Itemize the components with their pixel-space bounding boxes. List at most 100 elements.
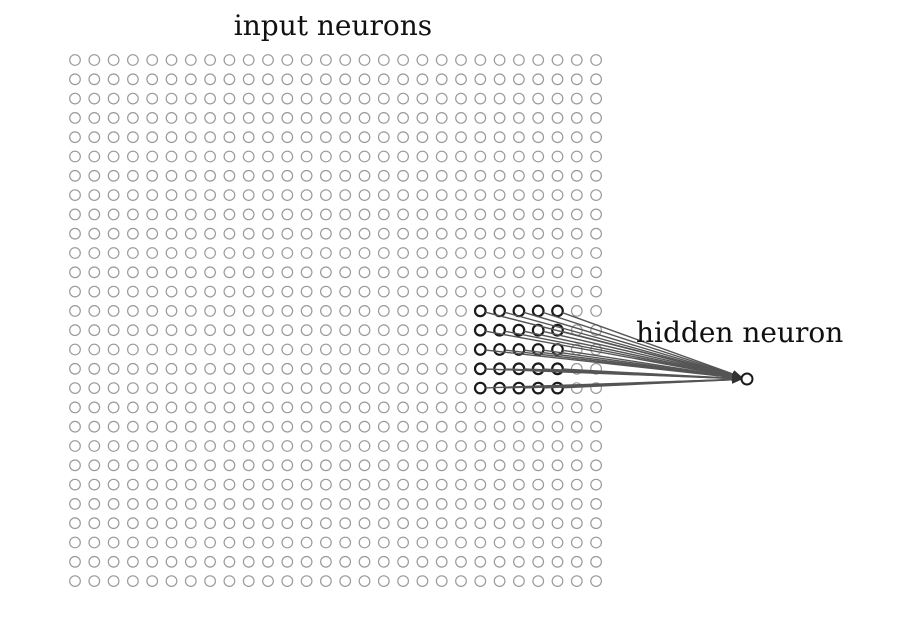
input-neuron bbox=[532, 92, 545, 105]
input-neuron bbox=[69, 73, 81, 86]
input-neuron bbox=[223, 420, 236, 433]
input-neuron bbox=[281, 420, 294, 433]
input-neuron bbox=[532, 459, 545, 472]
input-neuron bbox=[320, 305, 332, 317]
input-neuron bbox=[513, 420, 525, 433]
input-neuron bbox=[416, 517, 429, 530]
input-neuron bbox=[532, 169, 545, 182]
input-neuron bbox=[513, 54, 525, 66]
input-neuron bbox=[146, 169, 159, 182]
input-neuron bbox=[165, 575, 178, 587]
input-neuron bbox=[339, 54, 352, 66]
input-neuron bbox=[165, 208, 178, 221]
input-neuron bbox=[455, 498, 467, 510]
input-neuron bbox=[358, 169, 371, 182]
input-neuron bbox=[204, 150, 217, 163]
input-neuron bbox=[397, 227, 410, 240]
input-neuron bbox=[474, 111, 487, 124]
input-neuron bbox=[107, 459, 120, 472]
input-neuron bbox=[146, 54, 159, 66]
input-neuron bbox=[204, 555, 217, 568]
input-neuron bbox=[513, 285, 525, 298]
input-neuron bbox=[242, 92, 255, 105]
input-neuron bbox=[300, 189, 313, 202]
input-neuron bbox=[223, 92, 236, 105]
input-neuron bbox=[320, 54, 332, 66]
input-neuron bbox=[416, 189, 429, 202]
input-neuron bbox=[204, 92, 217, 105]
input-neuron bbox=[551, 54, 564, 66]
input-neuron bbox=[184, 575, 197, 587]
input-neuron bbox=[435, 54, 448, 66]
input-neuron bbox=[474, 440, 487, 452]
connection-arrow bbox=[485, 330, 743, 381]
input-neuron bbox=[204, 266, 217, 279]
input-neuron bbox=[532, 266, 545, 279]
input-neuron bbox=[300, 150, 313, 163]
input-neuron bbox=[281, 459, 294, 472]
input-neuron bbox=[88, 131, 101, 144]
input-neuron bbox=[223, 285, 236, 298]
input-neuron bbox=[474, 517, 487, 530]
input-neuron bbox=[358, 362, 371, 375]
input-neuron bbox=[532, 498, 545, 510]
connection-arrow bbox=[504, 330, 743, 380]
input-neuron bbox=[377, 324, 390, 337]
input-neuron bbox=[126, 169, 139, 182]
input-neuron bbox=[377, 169, 390, 182]
input-neuron bbox=[242, 401, 255, 414]
input-neuron bbox=[281, 131, 294, 144]
input-neuron bbox=[570, 420, 583, 433]
input-neuron bbox=[300, 440, 313, 452]
input-neuron bbox=[107, 111, 120, 124]
input-neuron bbox=[320, 150, 332, 163]
input-neuron bbox=[204, 227, 217, 240]
input-neuron bbox=[551, 131, 564, 144]
input-neuron bbox=[223, 555, 236, 568]
input-neuron bbox=[223, 150, 236, 163]
input-neuron bbox=[455, 478, 467, 491]
input-neuron bbox=[146, 73, 159, 86]
input-neuron bbox=[262, 92, 274, 105]
input-neuron bbox=[320, 459, 332, 472]
input-neuron bbox=[69, 227, 81, 240]
input-neuron bbox=[416, 555, 429, 568]
input-neuron bbox=[300, 131, 313, 144]
input-neuron bbox=[146, 575, 159, 587]
input-neuron bbox=[551, 73, 564, 86]
input-neuron bbox=[551, 555, 564, 568]
input-neuron bbox=[204, 362, 217, 375]
input-neuron bbox=[184, 478, 197, 491]
input-neuron bbox=[416, 54, 429, 66]
input-neuron bbox=[551, 459, 564, 472]
input-neuron bbox=[397, 517, 410, 530]
input-neuron bbox=[435, 131, 448, 144]
input-neuron bbox=[281, 575, 294, 587]
input-neuron bbox=[435, 478, 448, 491]
receptive-field-neuron bbox=[473, 362, 487, 376]
input-neuron bbox=[358, 92, 371, 105]
input-neuron bbox=[590, 169, 602, 182]
input-neuron bbox=[493, 420, 506, 433]
input-neuron bbox=[184, 305, 197, 317]
input-neuron bbox=[262, 305, 274, 317]
input-neuron bbox=[358, 498, 371, 510]
input-neuron bbox=[88, 324, 101, 337]
input-neuron bbox=[339, 517, 352, 530]
input-neuron bbox=[126, 92, 139, 105]
input-neuron bbox=[455, 324, 467, 337]
input-neuron bbox=[474, 285, 487, 298]
input-neuron bbox=[513, 73, 525, 86]
input-neuron bbox=[88, 227, 101, 240]
input-neuron bbox=[300, 208, 313, 221]
input-neuron bbox=[69, 131, 81, 144]
input-neuron bbox=[184, 169, 197, 182]
input-neuron bbox=[590, 73, 602, 86]
input-neuron bbox=[204, 208, 217, 221]
input-neuron bbox=[551, 92, 564, 105]
input-neuron bbox=[184, 92, 197, 105]
input-neuron bbox=[320, 189, 332, 202]
input-neuron bbox=[570, 536, 583, 549]
input-neuron bbox=[281, 150, 294, 163]
hidden-neuron bbox=[740, 372, 754, 386]
